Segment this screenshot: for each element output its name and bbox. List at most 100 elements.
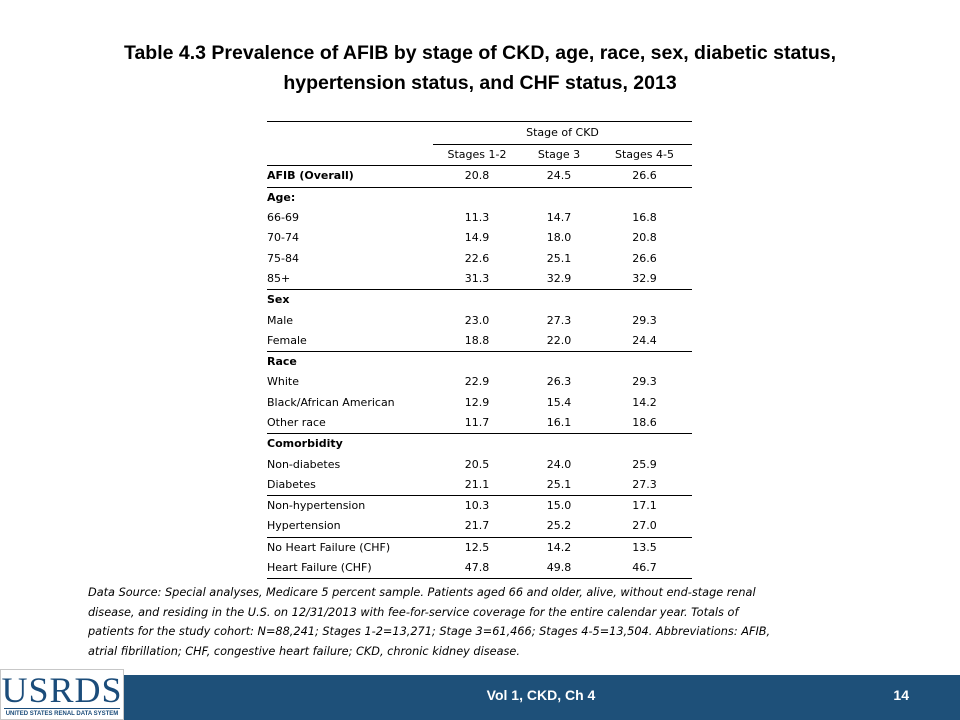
cell-value: 14.2 (632, 395, 657, 409)
cell-value: 24.4 (632, 333, 657, 347)
cell-value: 25.1 (546, 477, 572, 491)
row-label: White (267, 375, 299, 389)
cell-value: 27.3 (632, 477, 657, 491)
cell-value: 26.6 (597, 165, 692, 188)
row-label: 75-84 (267, 251, 299, 265)
cell-value: 24.0 (546, 457, 572, 471)
table-row: Black/African American 12.9 15.4 14.2 (267, 393, 692, 413)
logo-subtitle: UNITED STATES RENAL DATA SYSTEM (5, 711, 119, 717)
cell-value: 14.9 (464, 231, 490, 245)
source-line: patients for the study cohort: N=88,241;… (88, 625, 771, 638)
cell-value: 27.3 (546, 313, 572, 327)
cell-value: 18.0 (546, 231, 572, 245)
row-label: Black/African American (267, 395, 395, 409)
cell-value: 13.5 (597, 536, 692, 558)
section-label: Comorbidity (267, 433, 433, 455)
row-label: Diabetes (267, 477, 316, 491)
section-header-sex: Sex (267, 289, 692, 311)
section-header-age: Age: (267, 187, 692, 208)
cell-value: 22.6 (464, 251, 490, 265)
column-header: Stages 4-5 (597, 144, 692, 167)
cell-value: 22.9 (464, 375, 490, 389)
section-label: Race (267, 350, 433, 373)
cell-value: 24.5 (521, 165, 597, 188)
row-label: Hypertension (267, 519, 341, 533)
cell-value: 17.1 (597, 495, 692, 517)
row-label: Other race (267, 416, 326, 429)
title-line-2: hypertension status, and CHF status, 201… (283, 72, 677, 94)
source-line: atrial fibrillation; CHF, congestive hea… (88, 644, 520, 658)
logo-wordmark: USRDS (1, 670, 123, 710)
cell-value: 16.8 (632, 211, 657, 225)
cell-value: 15.4 (546, 395, 572, 409)
cell-value: 10.3 (433, 495, 521, 517)
stage-of-ckd-header: Stage of CKD (433, 121, 692, 145)
footer-chapter-label: Vol 1, CKD, Ch 4 (486, 687, 596, 703)
cell-value: 14.7 (546, 211, 572, 225)
slide-title: Table 4.3 Prevalence of AFIB by stage of… (60, 38, 900, 98)
table-row: 66-69 11.3 14.7 16.8 (267, 208, 692, 228)
column-header: Stages 1-2 (433, 144, 521, 167)
row-label: 66-69 (267, 211, 299, 225)
cell-value: 25.9 (632, 457, 657, 471)
cell-value: 32.9 (632, 271, 657, 285)
cell-value: 20.8 (433, 165, 521, 188)
row-label: 85+ (267, 271, 291, 285)
cell-value: 26.3 (546, 375, 572, 389)
cell-value: 20.8 (632, 231, 657, 245)
table-row: 85+ 31.3 32.9 32.9 (267, 269, 692, 290)
table-row: Non-hypertension 10.3 15.0 17.1 (267, 495, 692, 517)
row-label: Heart Failure (CHF) (267, 557, 433, 580)
cell-value: 20.5 (464, 457, 490, 471)
table-row: Other race 11.7 16.1 18.6 (267, 413, 692, 434)
table-row: Male 23.0 27.3 29.3 (267, 310, 692, 330)
cell-value: 29.3 (632, 313, 657, 327)
data-source-note: Data Source: Special analyses, Medicare … (88, 583, 888, 661)
cell-value: 12.9 (464, 395, 490, 409)
row-label: AFIB (Overall) (267, 165, 433, 188)
row-label: Non-hypertension (267, 495, 433, 517)
usrds-logo: USRDS UNITED STATES RENAL DATA SYSTEM (0, 669, 124, 720)
cell-value: 47.8 (433, 557, 521, 580)
section-label: Sex (267, 289, 433, 311)
cell-value: 18.8 (464, 333, 490, 347)
table-row: Heart Failure (CHF) 47.8 49.8 46.7 (267, 557, 692, 580)
section-header-comorbidity: Comorbidity (267, 433, 692, 455)
table-row: Hypertension 21.7 25.2 27.0 (267, 516, 692, 537)
row-label: Male (267, 313, 294, 327)
cell-value: 27.0 (632, 519, 657, 533)
source-line: Data Source: Special analyses, Medicare … (88, 586, 756, 599)
cell-value: 25.2 (546, 519, 572, 533)
column-header: Stage 3 (521, 144, 597, 167)
table-row: No Heart Failure (CHF) 12.5 14.2 13.5 (267, 536, 692, 558)
cell-value: 18.6 (632, 416, 657, 429)
table-group-header-row: Stage of CKD (267, 121, 692, 145)
source-line: disease, and residing in the U.S. on 12/… (88, 605, 739, 619)
cell-value: 21.1 (464, 477, 490, 491)
cell-value: 46.7 (597, 557, 692, 580)
page-number: 14 (893, 687, 909, 703)
cell-value: 12.5 (433, 536, 521, 558)
table-row: White 22.9 26.3 29.3 (267, 372, 692, 392)
cell-value: 16.1 (546, 416, 572, 429)
section-header-race: Race (267, 350, 692, 373)
table-row: Female 18.8 22.0 24.4 (267, 331, 692, 352)
row-label: 70-74 (267, 231, 299, 245)
table-row-overall: AFIB (Overall) 20.8 24.5 26.6 (267, 165, 692, 188)
title-line-1: Table 4.3 Prevalence of AFIB by stage of… (123, 42, 836, 64)
row-label: Non-diabetes (267, 457, 341, 471)
cell-value: 49.8 (521, 557, 597, 580)
table-row: Diabetes 21.1 25.1 27.3 (267, 475, 692, 496)
row-label: Female (267, 333, 307, 347)
cell-value: 23.0 (464, 313, 490, 327)
cell-value: 32.9 (546, 271, 572, 285)
cell-value: 11.3 (464, 211, 490, 225)
table-row: 70-74 14.9 18.0 20.8 (267, 228, 692, 248)
cell-value: 29.3 (632, 375, 657, 389)
cell-value: 31.3 (464, 271, 490, 285)
section-label: Age: (267, 190, 296, 204)
table-row: 75-84 22.6 25.1 26.6 (267, 248, 692, 268)
cell-value: 21.7 (464, 519, 490, 533)
cell-value: 22.0 (546, 333, 572, 347)
cell-value: 25.1 (546, 251, 572, 265)
